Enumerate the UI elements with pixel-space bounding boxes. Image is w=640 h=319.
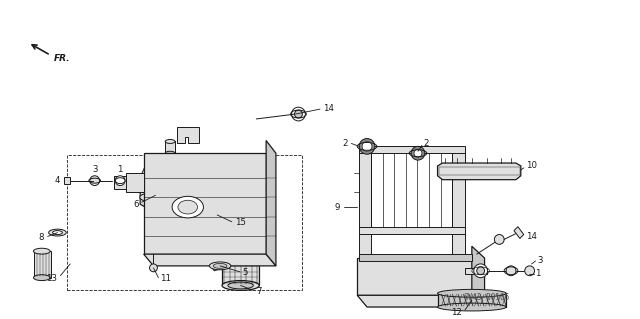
Ellipse shape [228, 255, 253, 262]
Circle shape [150, 189, 161, 201]
Ellipse shape [228, 282, 253, 289]
Polygon shape [222, 258, 259, 286]
Text: 4: 4 [55, 176, 60, 185]
Circle shape [494, 234, 504, 244]
Text: 13: 13 [47, 274, 58, 283]
Polygon shape [438, 163, 521, 180]
Polygon shape [165, 141, 175, 153]
Polygon shape [181, 217, 217, 266]
Polygon shape [191, 212, 227, 261]
Ellipse shape [213, 263, 227, 268]
Ellipse shape [172, 196, 204, 218]
Text: 2: 2 [342, 139, 348, 148]
Ellipse shape [165, 151, 175, 155]
Circle shape [115, 176, 125, 186]
Ellipse shape [49, 229, 67, 236]
Text: 3: 3 [92, 165, 97, 174]
Text: 14: 14 [525, 232, 537, 241]
Circle shape [506, 266, 516, 276]
Polygon shape [359, 150, 371, 258]
Text: 14: 14 [323, 104, 334, 113]
Text: 10: 10 [525, 161, 537, 170]
Polygon shape [514, 227, 524, 238]
Text: 7: 7 [257, 287, 262, 296]
Ellipse shape [226, 242, 255, 250]
Ellipse shape [438, 303, 506, 311]
Polygon shape [359, 227, 465, 234]
Polygon shape [357, 295, 484, 307]
Polygon shape [143, 254, 276, 266]
Ellipse shape [438, 289, 506, 297]
Polygon shape [465, 268, 486, 274]
Ellipse shape [33, 248, 50, 254]
Text: 1: 1 [117, 165, 123, 174]
Text: 15: 15 [235, 218, 246, 227]
Text: 6: 6 [133, 200, 139, 209]
Polygon shape [207, 254, 237, 271]
Ellipse shape [209, 262, 231, 270]
Polygon shape [359, 146, 465, 153]
Polygon shape [146, 158, 193, 219]
Text: 9: 9 [334, 203, 340, 211]
Text: 2: 2 [424, 139, 429, 148]
Text: SV43-B0106: SV43-B0106 [463, 293, 509, 302]
Polygon shape [438, 167, 520, 175]
Text: 12: 12 [451, 308, 462, 317]
Polygon shape [266, 140, 276, 266]
Polygon shape [34, 251, 51, 278]
Circle shape [213, 211, 221, 219]
Polygon shape [438, 293, 506, 307]
Circle shape [150, 264, 157, 272]
Polygon shape [226, 246, 255, 258]
Circle shape [414, 149, 422, 157]
Circle shape [525, 266, 534, 276]
Polygon shape [357, 258, 472, 295]
Ellipse shape [222, 253, 259, 263]
Ellipse shape [115, 178, 125, 184]
Polygon shape [359, 254, 472, 261]
Text: 1: 1 [536, 269, 541, 278]
Circle shape [474, 264, 488, 278]
Circle shape [477, 267, 484, 275]
Polygon shape [140, 178, 171, 213]
Ellipse shape [140, 192, 171, 202]
Circle shape [359, 138, 375, 154]
Circle shape [294, 110, 302, 118]
Polygon shape [143, 153, 266, 254]
Polygon shape [140, 153, 198, 221]
Text: 5: 5 [243, 268, 248, 277]
Text: 3: 3 [538, 256, 543, 265]
Bar [65, 177, 70, 184]
Ellipse shape [33, 275, 50, 281]
Polygon shape [472, 246, 484, 307]
Polygon shape [115, 176, 126, 189]
Bar [67, 155, 302, 290]
Polygon shape [177, 127, 198, 144]
Polygon shape [126, 173, 143, 192]
Text: 11: 11 [161, 274, 172, 283]
Circle shape [411, 146, 425, 160]
Ellipse shape [178, 200, 198, 214]
Ellipse shape [165, 139, 175, 144]
Circle shape [90, 176, 100, 186]
Text: FR.: FR. [54, 54, 70, 63]
Circle shape [362, 141, 372, 151]
Ellipse shape [52, 231, 62, 234]
Text: 8: 8 [38, 233, 44, 242]
Polygon shape [452, 150, 465, 258]
Ellipse shape [222, 281, 259, 290]
